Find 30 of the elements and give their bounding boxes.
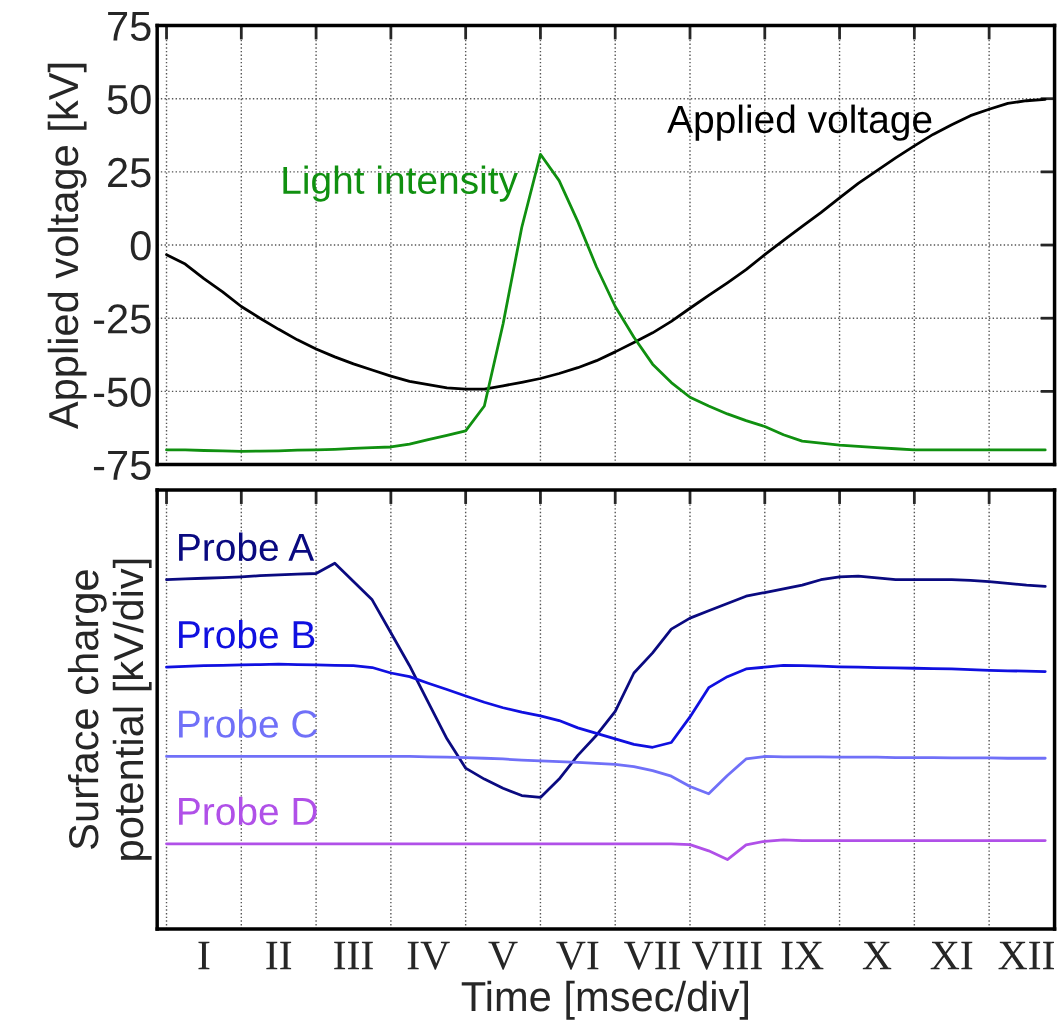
- x-tick-label: VIII: [692, 941, 762, 970]
- line-series: [165, 97, 1047, 391]
- series-label: Applied voltage: [667, 104, 932, 141]
- line-series: [165, 152, 1047, 453]
- y-tick-label: -25: [93, 304, 151, 334]
- x-tick-label: VII: [624, 941, 681, 970]
- y-tick-label: 75: [108, 11, 151, 42]
- series-label: Probe D: [179, 796, 317, 826]
- x-tick-label: X: [862, 941, 892, 970]
- x-tick-label: IV: [407, 941, 450, 970]
- y-tick-label: 50: [107, 84, 151, 115]
- y-tick-label: 25: [108, 157, 151, 188]
- y-axis-title: Surface charge potential [kV/div]: [67, 559, 152, 860]
- x-tick-label: II: [266, 941, 292, 970]
- y-tick-label: 0: [130, 231, 151, 261]
- series-label: Light intensity: [283, 165, 518, 202]
- x-tick-label: XII: [998, 941, 1054, 970]
- x-tick-label: I: [198, 941, 210, 970]
- x-tick-label: VI: [556, 941, 599, 970]
- y-axis-title: Applied voltage [kV]: [47, 63, 87, 430]
- y-tick-label: -75: [93, 450, 151, 481]
- series-label: Probe C: [179, 709, 318, 738]
- series-label: Probe B: [179, 619, 315, 649]
- x-tick-label: XI: [930, 941, 973, 970]
- y-tick-label: -50: [93, 377, 151, 407]
- x-tick-label: V: [488, 941, 518, 970]
- x-tick-label: III: [334, 941, 373, 970]
- x-axis-title: Time [msec/div]: [461, 980, 748, 1020]
- series-label: Probe A: [179, 532, 315, 562]
- x-tick-label: IX: [781, 941, 824, 970]
